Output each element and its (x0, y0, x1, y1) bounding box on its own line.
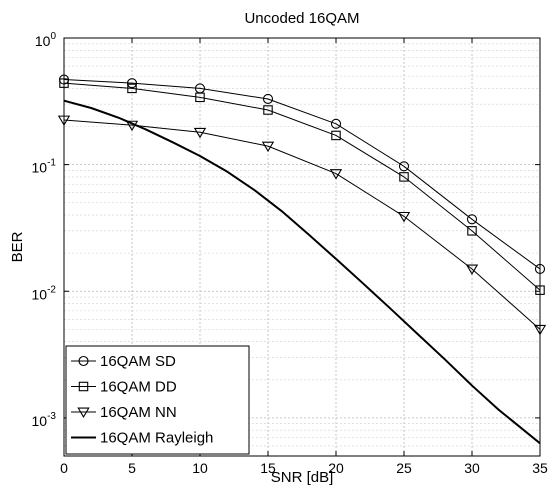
data-point (397, 211, 411, 223)
x-tick-label: 35 (532, 460, 548, 476)
y-tick-label: 10-2 (32, 284, 57, 302)
legend-marker (77, 407, 90, 419)
data-point (261, 141, 275, 153)
data-point (467, 226, 477, 236)
legend-label: 16QAM Rayleigh (100, 430, 213, 447)
data-point (331, 130, 341, 141)
data-point (466, 214, 478, 225)
data-point (330, 118, 342, 129)
legend-marker (78, 355, 89, 367)
legend: 16QAM SD 16QAM DD 16QAM NN 16QAM Rayleigh (65, 345, 250, 455)
series-0 (58, 74, 546, 275)
data-point (193, 127, 207, 139)
legend-marker (78, 381, 89, 392)
legend-item: 16QAM NN (71, 404, 177, 421)
x-tick-label: 20 (328, 460, 344, 476)
y-axis-label: BER (9, 231, 26, 262)
chart-title: Uncoded 16QAM (244, 10, 359, 27)
data-point (465, 264, 479, 275)
series-line (63, 99, 541, 445)
series-line (63, 82, 541, 291)
legend-label: 16QAM SD (100, 353, 176, 370)
series-line (63, 79, 541, 270)
series-2 (57, 115, 547, 336)
series-layer (57, 74, 547, 445)
x-tick-label: 25 (396, 460, 412, 476)
x-tick-label: 0 (60, 460, 68, 476)
series-line (63, 119, 541, 330)
x-tick-label: 10 (192, 460, 208, 476)
data-point (329, 169, 343, 180)
series-3 (63, 99, 541, 445)
y-tick-label: 10-1 (32, 158, 57, 176)
legend-item: 16QAM SD (71, 353, 176, 370)
y-tick-labels: 100 10-1 10-2 10-3 (32, 31, 540, 429)
x-tick-label: 15 (260, 460, 276, 476)
x-tick-label: 5 (128, 460, 136, 476)
legend-item: 16QAM Rayleigh (71, 430, 213, 447)
x-axis-label: SNR [dB] (271, 469, 334, 486)
data-point (126, 78, 138, 89)
legend-item: 16QAM DD (71, 379, 177, 396)
data-point (195, 92, 205, 103)
y-tick-label: 100 (35, 31, 57, 49)
data-point (398, 161, 410, 172)
data-point (399, 172, 409, 182)
data-point (262, 93, 274, 105)
data-point (263, 105, 273, 115)
legend-label: 16QAM DD (100, 379, 177, 396)
x-tick-labels: 0 5 10 15 20 25 30 35 (60, 38, 548, 476)
legend-label: 16QAM NN (100, 404, 177, 421)
plot-frame (63, 37, 541, 457)
data-point (127, 83, 137, 94)
y-tick-label: 10-3 (32, 411, 57, 429)
legend-box (65, 345, 250, 455)
x-tick-label: 30 (464, 460, 480, 476)
